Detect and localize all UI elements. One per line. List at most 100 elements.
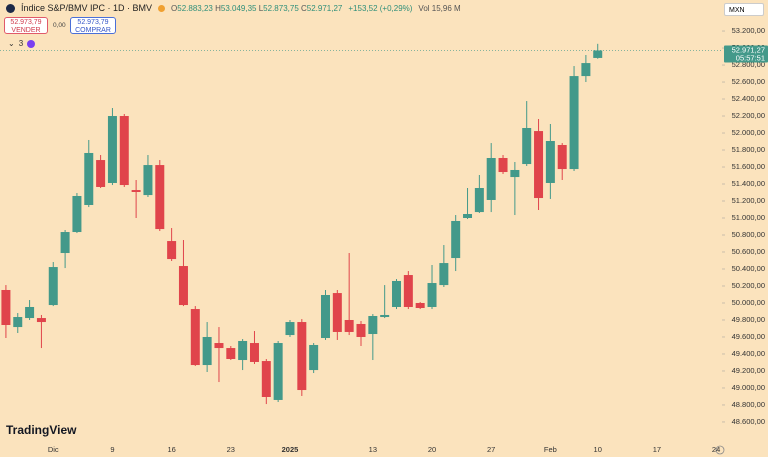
buy-price: 52.973,79 [77, 19, 109, 26]
sell-price: 52.973,79 [10, 19, 42, 26]
candle-body [96, 160, 106, 187]
candle-body [380, 314, 390, 318]
spread: 0,00 [53, 22, 66, 29]
ohlc-key: L [258, 3, 264, 13]
candle-body [214, 343, 224, 349]
candle-body [392, 280, 402, 307]
candle-body [545, 141, 555, 183]
candle-body [131, 190, 141, 192]
y-tick-label: 50.600,00 [732, 247, 765, 256]
symbol-icon [6, 3, 15, 13]
status-dot [158, 4, 166, 12]
y-tick-label: 51.400,00 [732, 179, 765, 188]
change: +153,52 (+0,29%) [348, 3, 413, 13]
symbol-title[interactable]: Índice S&P/BMV IPC · 1D · BMV [21, 3, 153, 13]
x-tick-label: 9 [110, 445, 114, 454]
candle-body [332, 293, 342, 332]
y-tick-label: 52.000,00 [732, 128, 765, 137]
candle-body [320, 295, 330, 339]
candle-body [356, 323, 366, 337]
candle-body [403, 275, 413, 307]
ohlc-value: 53.049,35 [220, 3, 257, 13]
candle-body [1, 289, 11, 326]
candle-body [581, 63, 591, 77]
candle-body [498, 157, 508, 173]
x-tick-label: 10 [594, 445, 602, 454]
y-tick-label: 48.800,00 [732, 400, 765, 409]
candle-body [155, 165, 165, 230]
x-tick-label: 27 [487, 445, 495, 454]
candle-body [593, 50, 603, 58]
y-tick-label: 51.800,00 [732, 145, 765, 154]
x-tick-label: 20 [428, 445, 436, 454]
y-tick-label: 49.400,00 [732, 349, 765, 358]
candle-body [143, 165, 153, 196]
y-tick-label: 50.200,00 [732, 281, 765, 290]
y-tick-label: 49.800,00 [732, 315, 765, 324]
ohlc-key: C [301, 3, 307, 13]
candle-body [202, 336, 212, 366]
settings-icon[interactable] [715, 445, 725, 455]
candle-body [297, 322, 307, 391]
candle-body [25, 306, 35, 319]
x-tick-label: Dic [48, 445, 59, 454]
y-tick-label: 52.600,00 [732, 77, 765, 86]
y-tick-label: 51.000,00 [732, 213, 765, 222]
indicators[interactable]: ⌄ 3 [8, 39, 36, 48]
ohlc-legend: O52.883,23 H53.049,35 L52.873,75 C52.971… [171, 4, 342, 13]
candle-body [60, 232, 70, 254]
candle-body [107, 116, 117, 183]
last-price-tag [724, 45, 768, 63]
candle-body [463, 214, 473, 219]
candle-body [309, 344, 319, 371]
sell-label: VENDER [11, 27, 41, 34]
chevron: ⌄ [8, 39, 15, 48]
candle-body [486, 157, 496, 200]
y-tick-label: 49.000,00 [732, 383, 765, 392]
x-tick-label: 16 [167, 445, 175, 454]
candle-body [557, 144, 567, 170]
x-tick-label: 23 [227, 445, 235, 454]
candle-body [261, 361, 271, 397]
ohlc-value: 52.971,27 [306, 3, 343, 13]
candle-body [534, 131, 544, 199]
candle-body [84, 152, 94, 205]
buy-label: COMPRAR [75, 27, 111, 34]
candle-body [368, 315, 378, 335]
y-tick-label: 52.400,00 [732, 94, 765, 103]
candle-body [344, 319, 354, 332]
candle-body [439, 263, 449, 286]
candle-body [119, 116, 129, 186]
candle-body [451, 220, 461, 259]
sell-button[interactable]: 52.973,79 VENDER [4, 17, 48, 34]
y-tick-label: 52.200,00 [732, 111, 765, 120]
candle-body [522, 127, 532, 165]
y-tick-label: 53.200,00 [732, 26, 765, 35]
x-tick-label: 24 [712, 445, 720, 454]
candle-body [285, 322, 295, 336]
candle-body [273, 343, 283, 400]
candle-body [178, 266, 188, 306]
candle-body [238, 340, 248, 361]
candle-body [36, 318, 46, 323]
currency[interactable]: MXN [724, 3, 764, 16]
x-tick-label: 17 [653, 445, 661, 454]
x-tick-label: Feb [544, 445, 557, 454]
candle-body [190, 309, 200, 366]
candle-body [427, 283, 437, 307]
ohlc-key: H [215, 3, 221, 13]
buy-button[interactable]: 52.973,79 COMPRAR [70, 17, 116, 34]
y-tick-label: 52.800,00 [732, 60, 765, 69]
y-tick-label: 49.600,00 [732, 332, 765, 341]
y-tick-label: 50.800,00 [732, 230, 765, 239]
candle-body [13, 317, 23, 328]
ohlc-value: 52.873,75 [263, 3, 299, 13]
y-tick-label: 51.200,00 [732, 196, 765, 205]
logo: TradingView [6, 423, 77, 437]
ohlc-key: O [171, 3, 178, 13]
candle-body [474, 188, 484, 213]
candle-body [249, 343, 259, 362]
ohlc-value: 52.883,23 [177, 3, 213, 13]
candle-body [569, 76, 579, 170]
